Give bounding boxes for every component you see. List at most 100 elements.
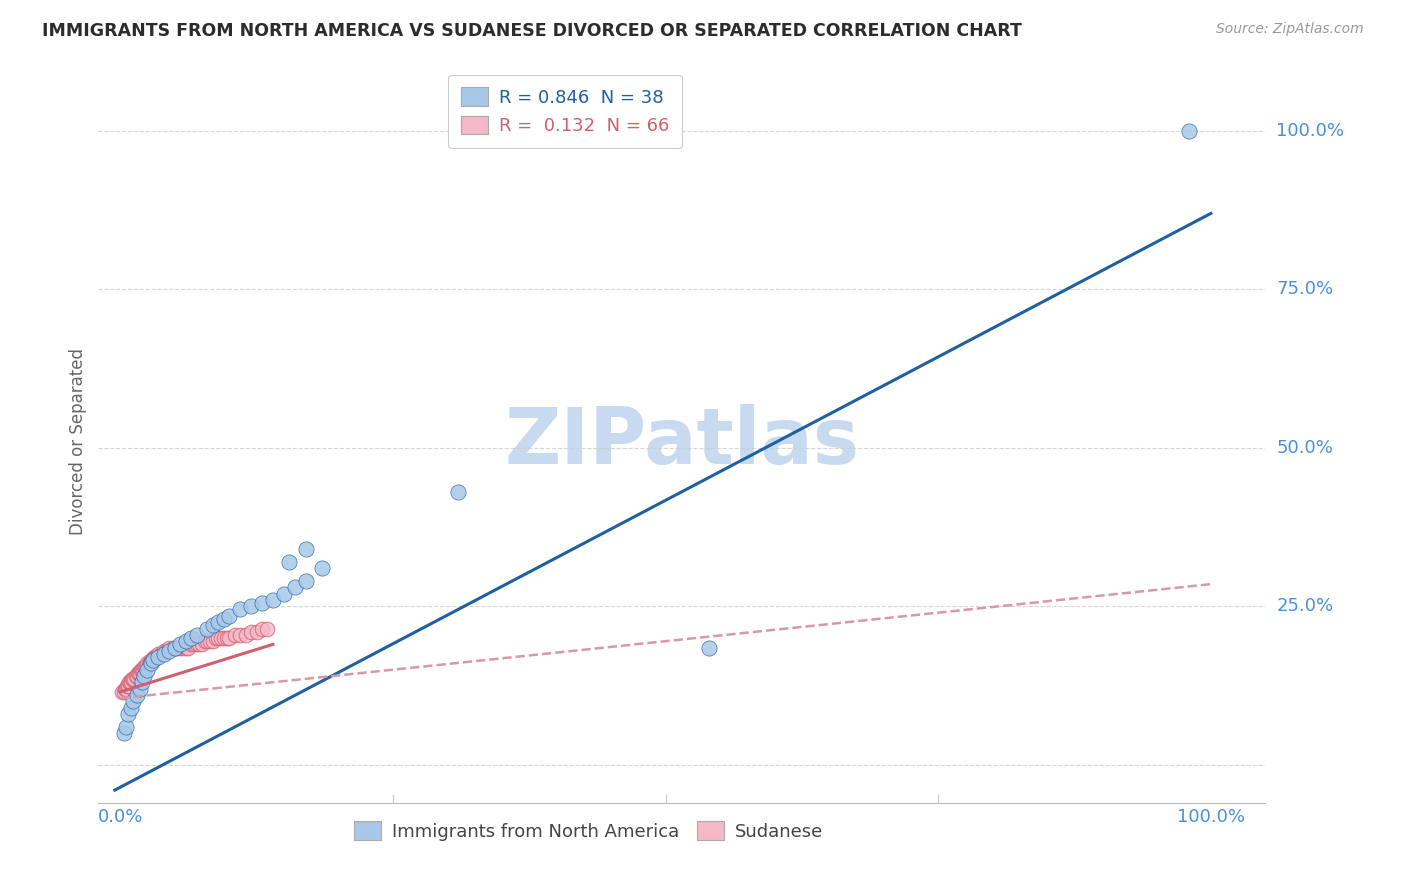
Point bbox=[141, 653, 163, 667]
Point bbox=[197, 634, 219, 648]
Point bbox=[135, 659, 157, 673]
Point bbox=[207, 615, 229, 630]
Point bbox=[134, 669, 156, 683]
Point bbox=[121, 672, 143, 686]
Point bbox=[129, 663, 152, 677]
Point bbox=[186, 628, 208, 642]
Point bbox=[169, 640, 191, 655]
Text: 75.0%: 75.0% bbox=[1277, 280, 1333, 299]
Point bbox=[122, 694, 145, 708]
Point bbox=[311, 561, 333, 575]
Text: Source: ZipAtlas.com: Source: ZipAtlas.com bbox=[1216, 22, 1364, 37]
Y-axis label: Divorced or Separated: Divorced or Separated bbox=[69, 348, 87, 535]
Point bbox=[125, 688, 148, 702]
Point bbox=[229, 628, 252, 642]
Point bbox=[139, 657, 162, 671]
Point bbox=[153, 647, 176, 661]
Point bbox=[138, 657, 160, 671]
Point bbox=[111, 685, 134, 699]
Point bbox=[153, 643, 176, 657]
Point bbox=[122, 672, 145, 686]
Point bbox=[127, 665, 149, 680]
Text: 50.0%: 50.0% bbox=[1277, 439, 1333, 457]
Point bbox=[163, 640, 186, 655]
Point bbox=[205, 631, 228, 645]
Point bbox=[117, 679, 139, 693]
Point bbox=[447, 485, 470, 500]
Point bbox=[191, 637, 214, 651]
Point bbox=[134, 659, 156, 673]
Point bbox=[174, 640, 197, 655]
Point bbox=[163, 640, 186, 655]
Text: 100.0%: 100.0% bbox=[1277, 122, 1344, 140]
Point bbox=[142, 653, 165, 667]
Point bbox=[128, 665, 150, 680]
Point bbox=[180, 631, 202, 645]
Point bbox=[235, 628, 257, 642]
Point bbox=[1178, 124, 1201, 138]
Point bbox=[134, 659, 156, 673]
Point bbox=[162, 640, 184, 655]
Text: IMMIGRANTS FROM NORTH AMERICA VS SUDANESE DIVORCED OR SEPARATED CORRELATION CHAR: IMMIGRANTS FROM NORTH AMERICA VS SUDANES… bbox=[42, 22, 1022, 40]
Point bbox=[145, 650, 167, 665]
Point bbox=[240, 599, 263, 614]
Point bbox=[114, 681, 136, 696]
Point bbox=[218, 608, 240, 623]
Point bbox=[157, 640, 180, 655]
Point bbox=[120, 700, 142, 714]
Text: ZIPatlas: ZIPatlas bbox=[505, 403, 859, 480]
Point bbox=[262, 593, 284, 607]
Point bbox=[117, 707, 139, 722]
Point bbox=[118, 675, 141, 690]
Point bbox=[155, 643, 177, 657]
Point bbox=[125, 669, 148, 683]
Point bbox=[148, 650, 170, 665]
Point bbox=[250, 622, 273, 636]
Point bbox=[212, 612, 235, 626]
Point bbox=[148, 647, 170, 661]
Point bbox=[273, 587, 295, 601]
Point bbox=[186, 637, 208, 651]
Point bbox=[114, 720, 136, 734]
Point bbox=[207, 631, 229, 645]
Point bbox=[124, 672, 146, 686]
Point bbox=[114, 681, 136, 696]
Text: 25.0%: 25.0% bbox=[1277, 598, 1333, 615]
Point bbox=[169, 637, 191, 651]
Point bbox=[143, 650, 166, 665]
Point bbox=[217, 631, 239, 645]
Point bbox=[131, 675, 153, 690]
Point bbox=[131, 663, 153, 677]
Point bbox=[115, 679, 138, 693]
Point bbox=[138, 657, 160, 671]
Point bbox=[124, 669, 146, 683]
Point bbox=[166, 640, 188, 655]
Point bbox=[194, 634, 217, 648]
Point bbox=[112, 726, 135, 740]
Legend: Immigrants from North America, Sudanese: Immigrants from North America, Sudanese bbox=[347, 814, 831, 848]
Point bbox=[136, 663, 159, 677]
Point bbox=[143, 650, 166, 665]
Point bbox=[697, 640, 720, 655]
Point bbox=[112, 685, 135, 699]
Point bbox=[198, 634, 221, 648]
Point bbox=[132, 663, 155, 677]
Point bbox=[149, 647, 172, 661]
Point bbox=[201, 634, 224, 648]
Point bbox=[240, 624, 263, 639]
Point bbox=[187, 637, 209, 651]
Point bbox=[139, 653, 162, 667]
Point bbox=[174, 634, 197, 648]
Point bbox=[212, 631, 235, 645]
Point bbox=[128, 665, 150, 680]
Point bbox=[224, 628, 246, 642]
Point bbox=[128, 681, 150, 696]
Point bbox=[173, 640, 195, 655]
Point bbox=[284, 580, 307, 594]
Point bbox=[294, 574, 316, 588]
Point bbox=[177, 640, 200, 655]
Point bbox=[183, 637, 205, 651]
Point bbox=[142, 653, 165, 667]
Point bbox=[136, 657, 159, 671]
Point bbox=[118, 675, 141, 690]
